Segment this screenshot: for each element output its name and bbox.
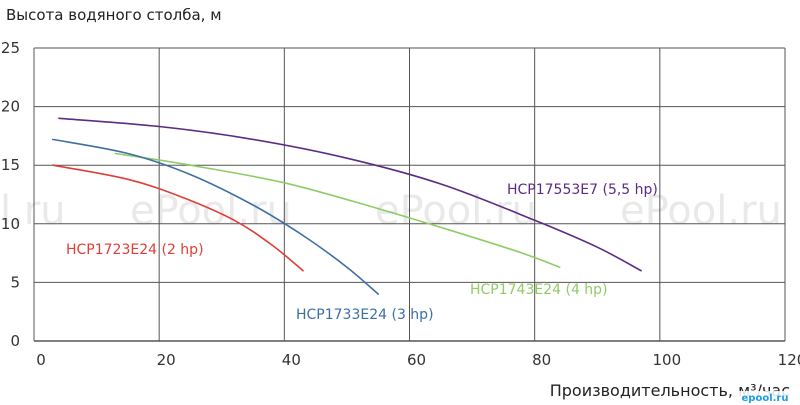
series-label-hcp17553e7: HCP17553E7 (5,5 hp) — [507, 182, 658, 198]
series-label-hcp1733e24: HCP1733E24 (3 hp) — [296, 307, 434, 323]
x-tick-label: 120 — [778, 351, 800, 369]
y-tick-label: 5 — [10, 273, 20, 291]
watermark-text: l.ru — [0, 188, 66, 234]
x-axis-label: Производительность, м³/час — [550, 381, 790, 400]
logo-badge — [736, 391, 794, 403]
watermark-text: ePool.ru — [130, 188, 292, 234]
series-line-hcp1743e24 — [114, 152, 561, 268]
x-tick-label: 0 — [36, 351, 46, 369]
y-tick-label: 10 — [1, 215, 20, 233]
series-line-hcp17553e7 — [58, 117, 642, 272]
x-tick-label: 100 — [653, 351, 682, 369]
y-axis-label: Высота водяного столба, м — [6, 6, 222, 24]
x-tick-label: 60 — [407, 351, 426, 369]
y-tick-label: 15 — [1, 156, 20, 174]
logo-text: epool.ru — [742, 393, 789, 404]
watermark-layer: l.ru ePool.ru ePool.ru ePool.ru — [0, 188, 782, 234]
y-tick-label: 25 — [1, 39, 20, 57]
y-tick-label: 0 — [10, 332, 20, 350]
y-tick-label: 20 — [1, 98, 20, 116]
epool-logo: epool.ru — [736, 391, 794, 404]
series-label-hcp1723e24: HCP1723E24 (2 hp) — [66, 242, 204, 258]
series-line-hcp1733e24 — [52, 138, 379, 295]
axis-ticks: 0 5 10 15 20 25 0 20 40 60 80 100 120 — [1, 39, 800, 369]
watermark-text: ePool.ru — [620, 188, 782, 234]
series-label-hcp1743e24: HCP1743E24 (4 hp) — [470, 282, 608, 298]
series-line-hcp1723e24 — [52, 164, 304, 272]
series-lines — [52, 117, 642, 295]
x-tick-label: 40 — [282, 351, 301, 369]
x-tick-label: 20 — [157, 351, 176, 369]
x-tick-label: 80 — [532, 351, 551, 369]
chart-grid — [33, 47, 786, 342]
